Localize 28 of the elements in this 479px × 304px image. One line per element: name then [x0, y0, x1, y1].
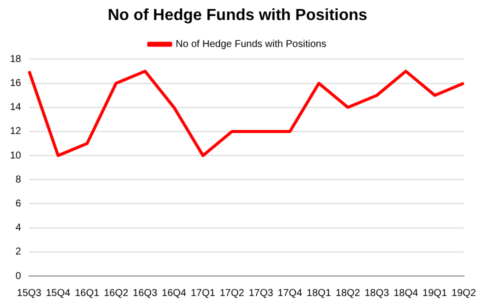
- x-tick-label: 19Q1: [422, 288, 448, 299]
- y-tick-label: 6: [16, 198, 22, 210]
- y-tick-label: 18: [10, 54, 22, 65]
- x-tick-label: 17Q2: [220, 288, 245, 299]
- x-tick-label: 16Q4: [162, 288, 187, 299]
- y-tick-label: 10: [10, 150, 22, 162]
- chart-title: No of Hedge Funds with Positions: [108, 7, 368, 24]
- x-tick-label: 16Q3: [132, 288, 158, 299]
- x-tick-label: 17Q4: [278, 288, 303, 299]
- x-tick-label: 18Q1: [306, 288, 332, 299]
- x-tick-label: 18Q4: [394, 288, 418, 299]
- y-tick-label: 2: [16, 246, 22, 258]
- y-tick-label: 12: [10, 126, 22, 138]
- y-tick-label: 0: [16, 270, 22, 282]
- y-tick-label: 4: [16, 222, 22, 234]
- y-tick-label: 16: [10, 78, 22, 90]
- x-tick-label: 17Q1: [190, 288, 216, 299]
- x-tick-label: 16Q2: [104, 288, 129, 299]
- y-tick-label: 14: [10, 102, 22, 114]
- x-tick-label: 19Q2: [452, 288, 476, 299]
- x-tick-label: 15Q3: [16, 288, 42, 299]
- x-tick-label: 15Q4: [46, 288, 71, 299]
- x-tick-label: 18Q2: [336, 288, 361, 299]
- legend-label: No of Hedge Funds with Positions: [176, 38, 326, 50]
- x-tick-label: 17Q3: [248, 288, 274, 299]
- x-tick-label: 18Q3: [364, 288, 390, 299]
- y-tick-label: 8: [16, 174, 22, 186]
- x-tick-label: 16Q1: [74, 288, 100, 299]
